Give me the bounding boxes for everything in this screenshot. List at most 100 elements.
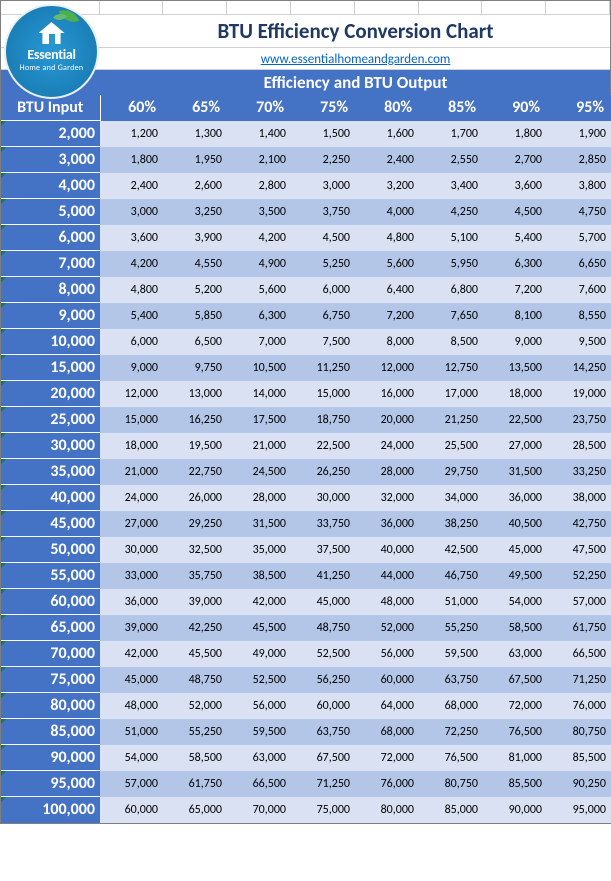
btu-input-cell: 85,000 (1, 719, 100, 745)
btu-input-cell: 80,000 (1, 693, 100, 719)
btu-output-cell: 60,000 (292, 693, 356, 719)
btu-output-cell: 9,750 (164, 355, 228, 381)
btu-output-cell: 55,250 (164, 719, 228, 745)
btu-output-cell: 55,250 (420, 615, 484, 641)
btu-output-cell: 31,500 (484, 459, 548, 485)
table-row: 20,00012,00013,00014,00015,00016,00017,0… (1, 381, 611, 407)
btu-output-cell: 30,000 (100, 537, 164, 563)
btu-output-cell: 4,550 (164, 251, 228, 277)
btu-output-cell: 85,000 (420, 797, 484, 823)
btu-output-cell: 16,000 (356, 381, 420, 407)
btu-output-cell: 2,250 (292, 147, 356, 173)
btu-output-cell: 2,800 (228, 173, 292, 199)
btu-output-cell: 58,500 (484, 615, 548, 641)
btu-output-cell: 80,750 (420, 771, 484, 797)
btu-output-cell: 11,250 (292, 355, 356, 381)
btu-output-cell: 49,000 (228, 641, 292, 667)
btu-input-cell: 75,000 (1, 667, 100, 693)
btu-output-cell: 67,500 (484, 667, 548, 693)
btu-output-cell: 17,500 (228, 407, 292, 433)
btu-input-cell: 2,000 (1, 121, 100, 147)
btu-output-cell: 2,550 (420, 147, 484, 173)
btu-output-cell: 3,600 (484, 173, 548, 199)
btu-output-cell: 56,000 (356, 641, 420, 667)
btu-output-cell: 63,000 (484, 641, 548, 667)
brand-logo: Essential Home and Garden (4, 4, 99, 99)
btu-output-cell: 56,000 (228, 693, 292, 719)
efficiency-header: 90% (484, 95, 548, 121)
source-link[interactable]: www.essentialhomeandgarden.com (261, 52, 451, 67)
btu-input-cell: 5,000 (1, 199, 100, 225)
btu-output-cell: 19,000 (548, 381, 611, 407)
btu-output-cell: 31,500 (228, 511, 292, 537)
btu-output-cell: 14,250 (548, 355, 611, 381)
btu-output-cell: 6,000 (292, 277, 356, 303)
btu-output-cell: 2,600 (164, 173, 228, 199)
btu-output-cell: 64,000 (356, 693, 420, 719)
btu-output-cell: 44,000 (356, 563, 420, 589)
btu-output-cell: 3,200 (356, 173, 420, 199)
btu-output-cell: 76,500 (484, 719, 548, 745)
btu-output-cell: 45,000 (292, 589, 356, 615)
btu-output-cell: 66,500 (548, 641, 611, 667)
btu-output-cell: 23,750 (548, 407, 611, 433)
btu-output-cell: 48,000 (356, 589, 420, 615)
btu-output-cell: 45,500 (228, 615, 292, 641)
btu-output-cell: 21,250 (420, 407, 484, 433)
btu-output-cell: 18,000 (484, 381, 548, 407)
btu-output-cell: 12,750 (420, 355, 484, 381)
btu-output-cell: 63,750 (292, 719, 356, 745)
btu-output-cell: 4,250 (420, 199, 484, 225)
btu-output-cell: 57,000 (100, 771, 164, 797)
btu-output-cell: 45,500 (164, 641, 228, 667)
btu-output-cell: 15,000 (100, 407, 164, 433)
btu-output-cell: 6,750 (292, 303, 356, 329)
btu-input-cell: 25,000 (1, 407, 100, 433)
btu-output-cell: 54,000 (100, 745, 164, 771)
btu-output-cell: 85,500 (548, 745, 611, 771)
btu-output-cell: 38,500 (228, 563, 292, 589)
btu-output-cell: 2,850 (548, 147, 611, 173)
btu-output-cell: 45,000 (484, 537, 548, 563)
btu-output-cell: 4,800 (356, 225, 420, 251)
btu-output-cell: 57,000 (548, 589, 611, 615)
btu-input-cell: 45,000 (1, 511, 100, 537)
btu-input-cell: 4,000 (1, 173, 100, 199)
btu-output-cell: 37,500 (292, 537, 356, 563)
efficiency-header: 85% (420, 95, 484, 121)
btu-output-cell: 5,700 (548, 225, 611, 251)
btu-output-cell: 59,500 (420, 641, 484, 667)
btu-output-cell: 5,950 (420, 251, 484, 277)
btu-output-cell: 3,400 (420, 173, 484, 199)
table-row: 5,0003,0003,2503,5003,7504,0004,2504,500… (1, 199, 611, 225)
table-row: 3,0001,8001,9502,1002,2502,4002,5502,700… (1, 147, 611, 173)
btu-output-cell: 1,500 (292, 121, 356, 147)
btu-output-cell: 6,300 (228, 303, 292, 329)
btu-output-cell: 30,000 (292, 485, 356, 511)
table-row: 95,00057,00061,75066,50071,25076,00080,7… (1, 771, 611, 797)
table-row: 75,00045,00048,75052,50056,25060,00063,7… (1, 667, 611, 693)
btu-output-cell: 21,000 (228, 433, 292, 459)
btu-output-cell: 3,800 (548, 173, 611, 199)
btu-output-cell: 76,500 (420, 745, 484, 771)
btu-output-cell: 5,600 (356, 251, 420, 277)
btu-output-cell: 4,800 (100, 277, 164, 303)
btu-input-cell: 7,000 (1, 251, 100, 277)
btu-output-cell: 90,250 (548, 771, 611, 797)
btu-output-cell: 70,000 (228, 797, 292, 823)
btu-output-cell: 1,800 (100, 147, 164, 173)
btu-output-cell: 3,500 (228, 199, 292, 225)
btu-output-cell: 24,500 (228, 459, 292, 485)
btu-output-cell: 33,250 (548, 459, 611, 485)
btu-output-cell: 36,000 (356, 511, 420, 537)
btu-output-cell: 2,100 (228, 147, 292, 173)
btu-output-cell: 1,700 (420, 121, 484, 147)
btu-output-cell: 72,250 (420, 719, 484, 745)
btu-output-cell: 3,000 (100, 199, 164, 225)
btu-output-cell: 42,500 (420, 537, 484, 563)
efficiency-header: 70% (228, 95, 292, 121)
btu-input-cell: 100,000 (1, 797, 100, 823)
btu-output-cell: 5,200 (164, 277, 228, 303)
btu-output-cell: 5,600 (228, 277, 292, 303)
btu-input-cell: 35,000 (1, 459, 100, 485)
